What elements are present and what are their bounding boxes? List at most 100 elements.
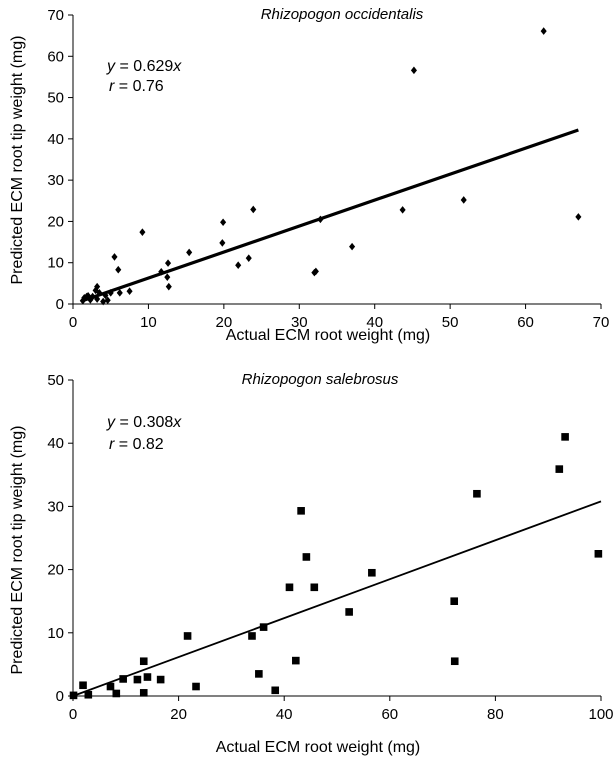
x-axis-title: Actual ECM root weight (mg)	[216, 739, 421, 756]
regression-line	[82, 128, 579, 303]
x-tick-label: 0	[69, 314, 77, 331]
data-point	[450, 657, 459, 666]
y-tick-label: 50	[47, 372, 64, 389]
data-point	[164, 273, 171, 281]
data-point	[133, 675, 142, 684]
x-tick-label: 30	[291, 314, 308, 331]
x-tick-label: 50	[442, 314, 459, 331]
data-point	[126, 287, 133, 296]
data-point	[250, 205, 257, 214]
data-point	[292, 656, 300, 665]
data-point	[115, 265, 122, 274]
data-point	[79, 681, 87, 690]
data-point	[165, 259, 172, 267]
data-point	[255, 670, 263, 678]
equation-annotation: y = 0.629x	[106, 58, 182, 75]
data-point	[84, 690, 93, 699]
data-point	[116, 289, 123, 297]
data-point	[106, 682, 115, 691]
data-point	[165, 282, 172, 291]
axes	[68, 379, 602, 701]
data-point	[317, 215, 324, 224]
data-point	[92, 286, 99, 295]
data-point	[94, 295, 101, 303]
equation-annotation: y = 0.308x	[106, 414, 182, 431]
y-tick-label: 40	[47, 131, 64, 148]
data-point	[158, 267, 165, 276]
data-point	[235, 261, 242, 269]
x-tick-label: 0	[69, 706, 77, 723]
data-point	[96, 289, 103, 297]
x-tick-label: 60	[381, 706, 398, 723]
data-point	[139, 657, 148, 666]
chart-rhizopogon-occidentalis: Rhizopogon occidentalis Actual ECM root …	[9, 6, 609, 344]
data-point	[87, 296, 94, 304]
tick-labels: 0 20 40 60 80 100 0 10 20 30 40 50	[47, 372, 613, 723]
x-axis-title: Actual ECM root weight (mg)	[226, 327, 431, 344]
data-point	[104, 296, 111, 305]
data-point	[119, 675, 127, 683]
data-point	[219, 239, 226, 247]
data-point	[220, 218, 227, 227]
x-tick-label: 10	[140, 314, 157, 331]
data-point	[399, 206, 406, 214]
data-point	[89, 292, 96, 301]
axes	[68, 14, 602, 309]
data-point	[100, 297, 107, 306]
y-tick-label: 50	[47, 90, 64, 107]
data-point	[107, 289, 114, 297]
data-point	[183, 632, 192, 640]
y-tick-label: 20	[47, 562, 64, 579]
y-tick-label: 10	[47, 255, 64, 272]
y-tick-label: 40	[47, 435, 64, 452]
data-point	[94, 282, 101, 291]
data-point	[312, 267, 319, 276]
data-point	[285, 583, 294, 592]
data-point	[139, 228, 146, 236]
x-tick-label: 40	[276, 706, 293, 723]
data-point	[349, 242, 356, 251]
data-point	[248, 632, 256, 640]
data-point	[345, 608, 353, 616]
data-point	[69, 691, 78, 700]
y-tick-label: 30	[47, 498, 64, 515]
data-point	[102, 291, 109, 300]
y-tick-label: 10	[47, 625, 64, 642]
data-point	[555, 465, 564, 473]
x-tick-label: 70	[593, 314, 610, 331]
data-point	[302, 553, 311, 561]
y-axis-title: Predicted ECM root tip weight (mg)	[9, 36, 26, 285]
data-point	[143, 673, 152, 681]
data-point	[139, 689, 148, 697]
data-point	[594, 550, 603, 558]
chart-rhizopogon-salebrosus: Rhizopogon salebrosus Actual ECM root we…	[9, 371, 614, 756]
regression-line	[72, 500, 602, 697]
x-tick-label: 40	[366, 314, 383, 331]
r-annotation: r = 0.82	[109, 436, 164, 453]
data-point	[186, 248, 193, 257]
data-point	[450, 597, 459, 605]
x-tick-label: 20	[216, 314, 233, 331]
data-point	[81, 294, 88, 302]
data-point	[540, 27, 547, 35]
data-point	[259, 623, 268, 631]
data-points	[69, 433, 603, 700]
data-point	[271, 686, 280, 695]
r-annotation: r = 0.76	[109, 78, 164, 95]
data-point	[575, 213, 582, 221]
data-point	[561, 433, 569, 441]
x-tick-label: 20	[170, 706, 187, 723]
tick-labels: 0 10 20 30 40 50 60 70 0 10 20 30 40 50 60 70	[47, 7, 609, 331]
x-tick-label: 60	[517, 314, 534, 331]
data-point	[245, 254, 252, 262]
data-point	[368, 568, 376, 577]
y-tick-label: 70	[47, 7, 64, 24]
data-point	[297, 507, 305, 515]
data-point	[112, 689, 121, 698]
x-tick-label: 100	[588, 706, 613, 723]
data-points	[79, 27, 582, 306]
data-point	[473, 489, 481, 498]
y-tick-label: 60	[47, 48, 64, 65]
y-axis-title: Predicted ECM root tip weight (mg)	[9, 426, 26, 675]
